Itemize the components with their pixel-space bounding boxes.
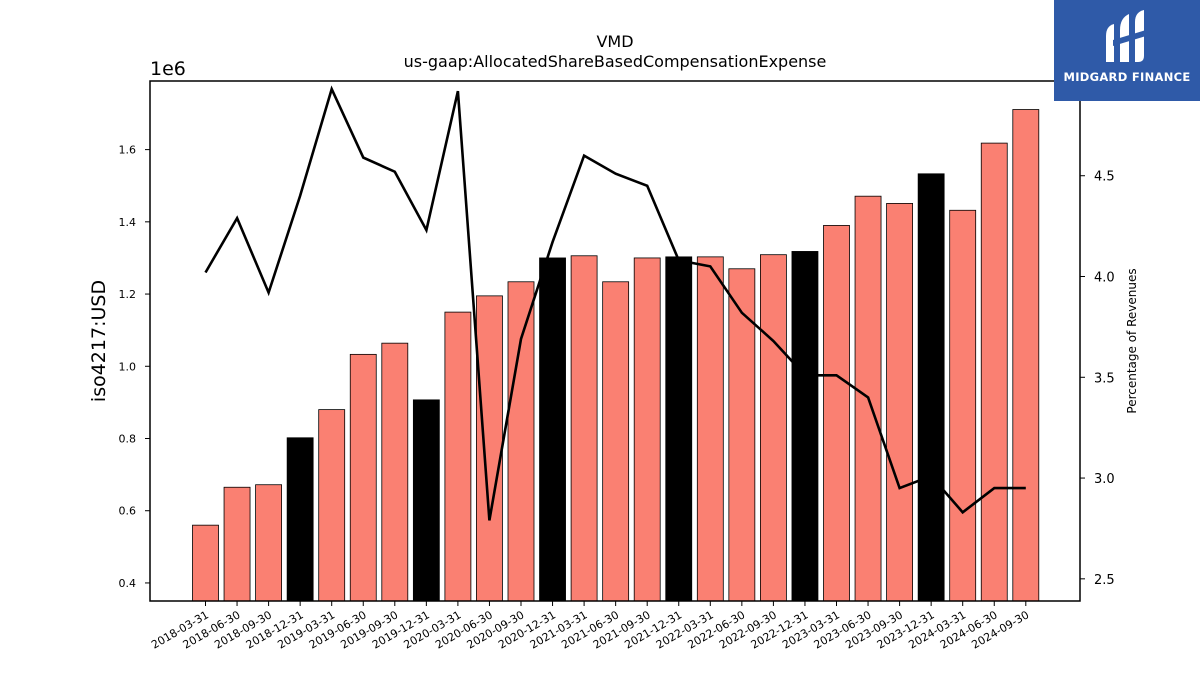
bar-2022-12-31: [791, 251, 819, 602]
y2-tick-label: 4.0: [1094, 271, 1115, 286]
bar-2023-09-30: [886, 203, 913, 602]
bar-2019-06-30: [349, 353, 377, 602]
bar-2019-09-30: [381, 342, 409, 602]
bar-2023-03-31: [823, 225, 850, 602]
bar-2020-12-31: [539, 257, 566, 602]
y2-tick-label: 3.5: [1094, 371, 1115, 386]
bar-2020-09-30: [507, 281, 535, 602]
y-tick-label: 1.2: [119, 288, 137, 301]
chart-title: VMD: [596, 32, 634, 51]
y-offset-label: 1e6: [150, 58, 186, 80]
bar-2020-06-30: [476, 295, 503, 602]
bar-2021-12-31: [665, 256, 693, 602]
bar-2022-03-31: [696, 256, 724, 602]
bar-2018-06-30: [223, 486, 251, 602]
y-tick-label: 0.8: [119, 433, 137, 446]
bar-2018-12-31: [286, 437, 314, 602]
bar-2022-09-30: [760, 254, 787, 602]
brand-logo: MIDGARD FINANCE: [1054, 0, 1200, 101]
bar-2021-06-30: [602, 281, 630, 602]
y-tick-label: 0.6: [119, 505, 137, 518]
bar-2021-03-31: [570, 255, 598, 602]
bar-2020-03-31: [444, 311, 472, 602]
percentage-line: [204, 85, 1026, 521]
bar-2024-06-30: [980, 142, 1008, 602]
bar-2024-09-30: [1012, 109, 1040, 602]
midgard-logo-icon: [1106, 10, 1146, 62]
y-tick-label: 1.0: [119, 360, 137, 373]
bar-2023-12-31: [917, 173, 945, 602]
bar-2018-09-30: [255, 484, 283, 602]
chart-subtitle: us-gaap:AllocatedShareBasedCompensationE…: [403, 52, 827, 71]
bar-2022-06-30: [728, 268, 756, 602]
y-tick-label: 1.6: [119, 144, 137, 157]
y-axis-label: iso4217:USD: [88, 280, 110, 402]
bar-2019-03-31: [318, 409, 346, 602]
y-tick-label: 1.4: [119, 216, 137, 229]
y-tick-label: 0.4: [119, 577, 137, 590]
y2-tick-label: 4.5: [1094, 170, 1115, 185]
bar-2024-03-31: [949, 209, 977, 602]
bar-2021-09-30: [633, 257, 661, 602]
y2-tick-label: 3.0: [1094, 472, 1115, 487]
bar-2019-12-31: [412, 399, 440, 602]
y2-tick-label: 2.5: [1094, 573, 1115, 588]
logo-text: MIDGARD FINANCE: [1063, 70, 1191, 84]
bar-2018-03-31: [192, 524, 219, 602]
plot-frame: [149, 80, 1081, 602]
y2-axis-label: Percentage of Revenues: [1125, 268, 1139, 413]
